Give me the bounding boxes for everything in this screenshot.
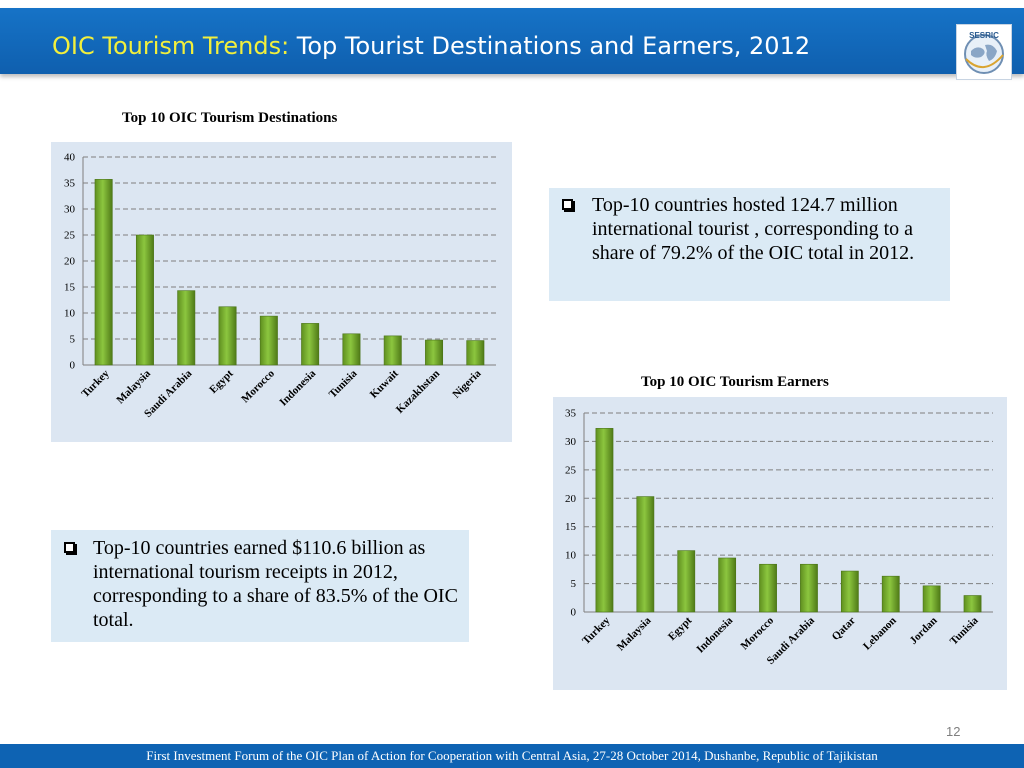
x-tick-label: Malaysia <box>615 614 654 653</box>
bar-saudi-arabia <box>177 290 196 366</box>
x-tick-label: Turkey <box>79 367 112 400</box>
bar-turkey <box>94 179 113 366</box>
y-tick-label: 40 <box>64 152 76 164</box>
note-earners-text: Top-10 countries earned $110.6 billion a… <box>93 537 458 631</box>
y-tick-label: 25 <box>565 464 577 476</box>
note-destinations: Top-10 countries hosted 124.7 million in… <box>549 188 950 301</box>
x-tick-label: Kuwait <box>368 367 401 400</box>
x-tick-label: Kazakhstan <box>394 368 442 416</box>
title-prefix: OIC Tourism Trends: <box>52 32 290 60</box>
slide-header: OIC Tourism Trends: Top Tourist Destinat… <box>0 8 1024 80</box>
bar-malaysia <box>636 496 655 613</box>
chart-title-destinations: Top 10 OIC Tourism Destinations <box>122 110 338 126</box>
bar-morocco <box>759 563 777 613</box>
checkbox-bullet-icon <box>64 542 77 555</box>
slide-footer: First Investment Forum of the OIC Plan o… <box>0 744 1024 768</box>
bar-turkey <box>595 428 614 613</box>
sesric-logo: SESRIC <box>956 24 1012 80</box>
bar-nigeria <box>466 340 485 366</box>
logo-wordmark: SESRIC <box>969 31 999 40</box>
y-tick-label: 0 <box>571 607 577 619</box>
bar-saudi-arabia <box>800 563 818 613</box>
y-tick-label: 15 <box>64 282 76 294</box>
x-tick-label: Jordan <box>908 615 940 647</box>
y-tick-label: 20 <box>64 256 76 268</box>
x-tick-label: Morocco <box>738 614 776 652</box>
x-tick-label: Nigeria <box>450 367 483 400</box>
x-tick-label: Tunisia <box>948 614 981 647</box>
bar-egypt <box>218 306 237 366</box>
x-tick-label: Qatar <box>830 615 858 643</box>
bar-qatar <box>840 570 859 613</box>
chart-earners-svg: 0 5 10 15 20 25 30 35 Turkey Malaysia Egypt Indones… <box>565 408 993 667</box>
y-tick-label: 10 <box>565 550 577 562</box>
y-tick-label: 30 <box>565 436 577 448</box>
y-tick-label: 25 <box>64 230 76 242</box>
note-destinations-text: Top-10 countries hosted 124.7 million in… <box>592 194 915 264</box>
title-main: Top Tourist Destinations and Earners, 20… <box>289 32 811 60</box>
page-number: 12 <box>946 724 961 739</box>
bar-kazakhstan <box>425 339 444 366</box>
x-tick-label: Indonesia <box>694 614 735 655</box>
y-tick-label: 20 <box>565 493 577 505</box>
y-tick-label: 30 <box>64 204 76 216</box>
bar-kuwait <box>383 335 402 366</box>
bar-morocco <box>259 315 278 366</box>
bar-malaysia <box>135 234 154 366</box>
bar-lebanon <box>881 575 900 613</box>
chart-title-earners: Top 10 OIC Tourism Earners <box>641 374 829 390</box>
checkbox-bullet-icon <box>562 199 575 212</box>
y-tick-label: 5 <box>70 334 76 346</box>
chart-destinations: 0 5 10 15 20 25 30 35 40 Turkey Malaysia Saudi Arab… <box>51 142 512 442</box>
x-tick-label: Indonesia <box>277 367 318 408</box>
globe-logo-icon: SESRIC <box>964 31 1004 74</box>
y-tick-label: 5 <box>571 578 577 590</box>
y-tick-label: 35 <box>565 408 577 420</box>
note-earners: Top-10 countries earned $110.6 billion a… <box>51 530 469 642</box>
y-tick-label: 15 <box>565 521 577 533</box>
x-tick-label: Turkey <box>580 614 613 647</box>
x-tick-label: Egypt <box>666 614 695 643</box>
y-tick-label: 10 <box>64 308 76 320</box>
chart-earners: 0 5 10 15 20 25 30 35 Turkey Malaysia Egypt Indones… <box>553 397 1007 690</box>
bar-jordan <box>922 585 941 613</box>
bar-indonesia <box>718 557 737 613</box>
x-tick-label: Morocco <box>239 367 277 405</box>
x-tick-label: Tunisia <box>327 367 360 400</box>
x-tick-label: Egypt <box>207 367 236 396</box>
footer-text: First Investment Forum of the OIC Plan o… <box>146 748 878 763</box>
x-tick-label: Lebanon <box>861 615 899 653</box>
bar-indonesia <box>301 323 320 366</box>
slide-title: OIC Tourism Trends: Top Tourist Destinat… <box>52 32 810 60</box>
x-tick-label: Malaysia <box>114 367 153 406</box>
bar-egypt <box>677 550 696 613</box>
bar-tunisia <box>342 333 361 366</box>
bar-tunisia <box>963 595 982 613</box>
y-tick-label: 35 <box>64 178 76 190</box>
y-tick-label: 0 <box>70 360 76 372</box>
